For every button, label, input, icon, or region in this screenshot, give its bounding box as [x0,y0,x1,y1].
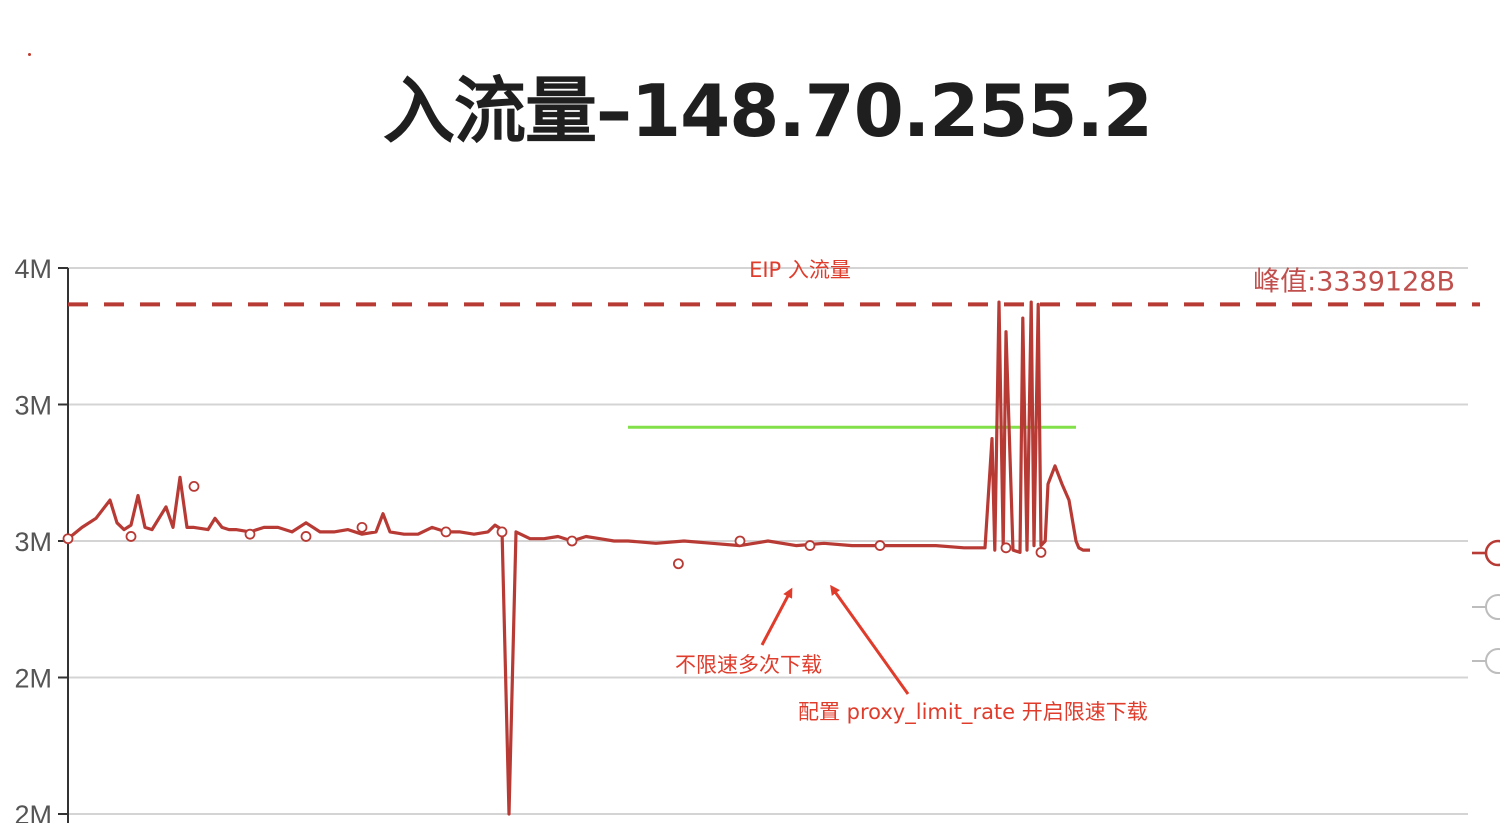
point-marker [125,531,137,542]
point-marker [188,480,200,492]
y-tick-label: 2M [14,664,52,694]
legend-marker-circle [1485,648,1500,674]
point-marker [440,526,452,538]
legend-markers [1472,539,1500,674]
stray-dot [28,53,31,56]
annotation-arrow-2 [830,584,910,695]
point-marker [62,533,74,545]
point-marker [874,540,886,551]
point-marker [300,531,312,542]
legend-marker-circle [1485,594,1500,620]
annotation-arrow-1 [760,587,793,646]
point-markers [62,480,1047,570]
y-tick-label: 2M [14,800,52,823]
y-tick-labels: 4M 3M 3M 2M 2M [14,254,52,823]
annotations: 不限速多次下载 配置 proxy_limit_rate 开启限速下载 [675,584,1148,725]
y-tick-label: 3M [14,391,52,421]
legend-marker-circle [1484,539,1500,567]
annotation-limit-rate: 配置 proxy_limit_rate 开启限速下载 [798,700,1148,725]
annotation-unlimited: 不限速多次下载 [675,653,822,677]
point-marker [496,526,508,538]
point-marker [804,540,816,551]
page-title: 入流量–148.70.255.2 [383,69,1153,153]
point-marker [356,521,368,533]
point-marker [1000,542,1012,554]
point-marker [566,535,578,547]
point-marker [734,535,746,547]
point-marker [244,528,256,540]
point-marker [1035,546,1047,558]
y-tick-label: 4M [14,254,52,284]
y-tick-label: 3M [14,527,52,557]
peak-label: 峰值:3339128B [1253,266,1455,297]
point-marker [673,558,684,570]
series-title: EIP 入流量 [749,258,851,282]
series-line [66,300,1090,816]
y-axis [58,267,69,823]
